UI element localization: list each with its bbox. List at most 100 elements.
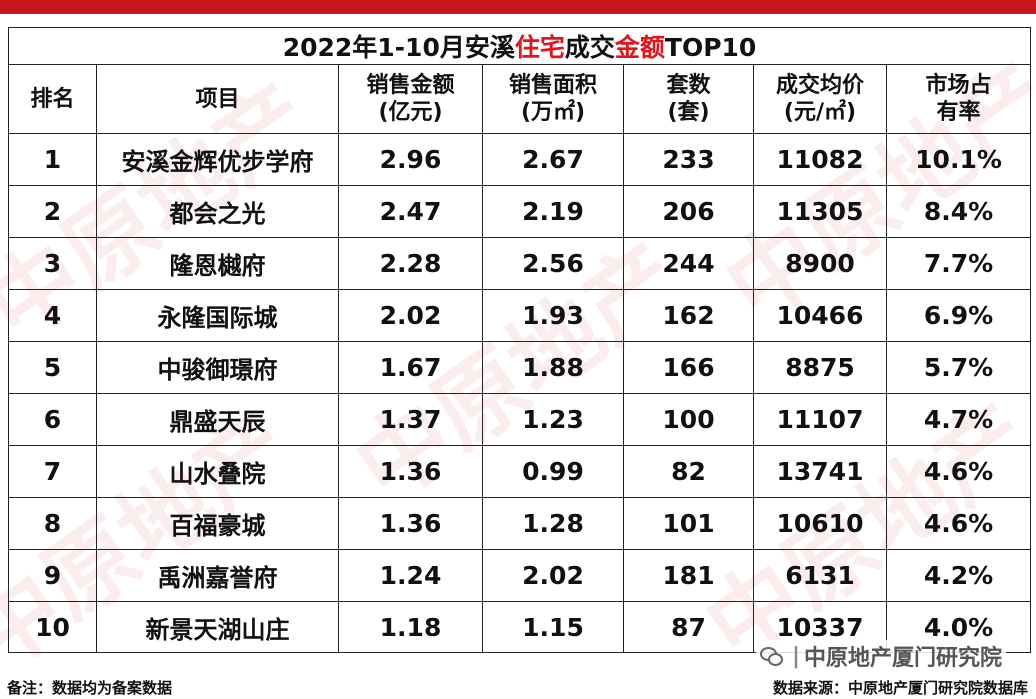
project-cell: 隆恩樾府 bbox=[96, 237, 339, 290]
rank-cell: 5 bbox=[8, 341, 97, 394]
rank-cell: 4 bbox=[8, 289, 97, 342]
table-row: 7 山水叠院 1.36 0.99 82 13741 4.6% bbox=[8, 445, 1032, 498]
units-cell: 206 bbox=[623, 185, 754, 238]
price-cell: 13741 bbox=[753, 445, 887, 498]
header-price: 成交均价 (元/㎡) bbox=[753, 64, 887, 134]
table-row: 3 隆恩樾府 2.28 2.56 244 8900 7.7% bbox=[8, 237, 1032, 290]
rank-cell: 7 bbox=[8, 445, 97, 498]
units-cell: 82 bbox=[623, 445, 754, 498]
price-cell: 11305 bbox=[753, 185, 887, 238]
rank-cell: 9 bbox=[8, 549, 97, 602]
header-line: 套数 bbox=[666, 73, 711, 98]
price-cell: 6131 bbox=[753, 549, 887, 602]
area-cell: 1.15 bbox=[482, 601, 624, 653]
footer-source: 数据来源：中原地产厦门研究院数据库 bbox=[772, 679, 1028, 697]
project-cell: 永隆国际城 bbox=[96, 289, 339, 342]
top10-table: 2022年1-10月安溪住宅成交金额TOP10 排名 项目 销售金额 (亿元) 销售面积… bbox=[7, 27, 1032, 653]
project-cell: 禹洲嘉誉府 bbox=[96, 549, 339, 602]
table-title: 2022年1-10月安溪住宅成交金额TOP10 bbox=[7, 27, 1032, 65]
amount-cell: 2.47 bbox=[338, 185, 483, 238]
header-line: (亿元) bbox=[378, 100, 443, 125]
share-cell: 4.6% bbox=[885, 445, 1032, 498]
project-cell: 百福豪城 bbox=[96, 497, 339, 550]
header-units: 套数 (套) bbox=[623, 64, 754, 134]
amount-cell: 1.18 bbox=[338, 601, 483, 653]
header-line: (套) bbox=[667, 100, 710, 125]
project-cell: 山水叠院 bbox=[96, 445, 339, 498]
rank-cell: 1 bbox=[8, 133, 97, 186]
header-line: 项目 bbox=[195, 86, 240, 112]
share-cell: 8.4% bbox=[885, 185, 1032, 238]
brand-account: 中原地产厦门研究院 bbox=[803, 646, 1002, 671]
header-project: 项目 bbox=[96, 64, 339, 134]
table-row: 2 都会之光 2.47 2.19 206 11305 8.4% bbox=[8, 185, 1032, 238]
share-cell: 6.9% bbox=[885, 289, 1032, 342]
price-cell: 10610 bbox=[753, 497, 887, 550]
footer-note: 备注：数据均为备案数据 bbox=[7, 679, 173, 697]
area-cell: 2.19 bbox=[482, 185, 624, 238]
units-cell: 166 bbox=[623, 341, 754, 394]
header-line: (元/㎡) bbox=[783, 100, 857, 125]
amount-cell: 2.28 bbox=[338, 237, 483, 290]
price-cell: 8875 bbox=[753, 341, 887, 394]
rank-cell: 10 bbox=[8, 601, 97, 653]
project-cell: 鼎盛天辰 bbox=[96, 393, 339, 446]
units-cell: 162 bbox=[623, 289, 754, 342]
area-cell: 2.67 bbox=[482, 133, 624, 186]
header-area: 销售面积 (万㎡) bbox=[482, 64, 624, 134]
header-row: 排名 项目 销售金额 (亿元) 销售面积 (万㎡) 套数 (套) 成交均价 (元/㎡) 市场占 有率 bbox=[8, 64, 1032, 134]
amount-cell: 1.37 bbox=[338, 393, 483, 446]
amount-cell: 1.67 bbox=[338, 341, 483, 394]
units-cell: 244 bbox=[623, 237, 754, 290]
project-cell: 新景天湖山庄 bbox=[96, 601, 339, 653]
table-row: 5 中骏御璟府 1.67 1.88 166 8875 5.7% bbox=[8, 341, 1032, 394]
price-cell: 10466 bbox=[753, 289, 887, 342]
wechat-icon bbox=[759, 647, 783, 666]
project-cell: 安溪金辉优步学府 bbox=[96, 133, 339, 186]
share-cell: 4.7% bbox=[885, 393, 1032, 446]
units-cell: 233 bbox=[623, 133, 754, 186]
amount-cell: 1.36 bbox=[338, 445, 483, 498]
price-cell: 8900 bbox=[753, 237, 887, 290]
amount-cell: 2.02 bbox=[338, 289, 483, 342]
rank-cell: 6 bbox=[8, 393, 97, 446]
top-red-bar bbox=[0, 0, 1036, 14]
area-cell: 1.28 bbox=[482, 497, 624, 550]
share-cell: 7.7% bbox=[885, 237, 1032, 290]
area-cell: 1.23 bbox=[482, 393, 624, 446]
amount-cell: 1.24 bbox=[338, 549, 483, 602]
table-row: 8 百福豪城 1.36 1.28 101 10610 4.6% bbox=[8, 497, 1032, 550]
header-line: 销售金额 bbox=[366, 73, 455, 98]
rank-cell: 2 bbox=[8, 185, 97, 238]
share-cell: 10.1% bbox=[885, 133, 1032, 186]
header-line: 市场占 bbox=[925, 73, 992, 98]
table-row: 1 安溪金辉优步学府 2.96 2.67 233 11082 10.1% bbox=[8, 133, 1032, 186]
area-cell: 0.99 bbox=[482, 445, 624, 498]
table-row: 4 永隆国际城 2.02 1.93 162 10466 6.9% bbox=[8, 289, 1032, 342]
brand-separator: | bbox=[791, 643, 800, 669]
area-cell: 1.93 bbox=[482, 289, 624, 342]
price-cell: 11107 bbox=[753, 393, 887, 446]
table-title-row: 2022年1-10月安溪住宅成交金额TOP10 bbox=[7, 27, 1032, 65]
project-cell: 中骏御璟府 bbox=[96, 341, 339, 394]
rank-cell: 3 bbox=[8, 237, 97, 290]
header-line: 排名 bbox=[30, 86, 75, 112]
table-row: 9 禹洲嘉誉府 1.24 2.02 181 6131 4.2% bbox=[8, 549, 1032, 602]
brand-badge: | 中原地产厦门研究院 bbox=[755, 640, 1006, 672]
table-row: 6 鼎盛天辰 1.37 1.23 100 11107 4.7% bbox=[8, 393, 1032, 446]
header-line: (万㎡) bbox=[520, 100, 586, 125]
units-cell: 181 bbox=[623, 549, 754, 602]
units-cell: 100 bbox=[623, 393, 754, 446]
area-cell: 2.02 bbox=[482, 549, 624, 602]
area-cell: 2.56 bbox=[482, 237, 624, 290]
units-cell: 101 bbox=[623, 497, 754, 550]
share-cell: 5.7% bbox=[885, 341, 1032, 394]
share-cell: 4.6% bbox=[885, 497, 1032, 550]
price-cell: 11082 bbox=[753, 133, 887, 186]
units-cell: 87 bbox=[623, 601, 754, 653]
area-cell: 1.88 bbox=[482, 341, 624, 394]
header-line: 有率 bbox=[936, 100, 981, 125]
share-cell: 4.2% bbox=[885, 549, 1032, 602]
rank-cell: 8 bbox=[8, 497, 97, 550]
header-line: 成交均价 bbox=[775, 73, 864, 98]
